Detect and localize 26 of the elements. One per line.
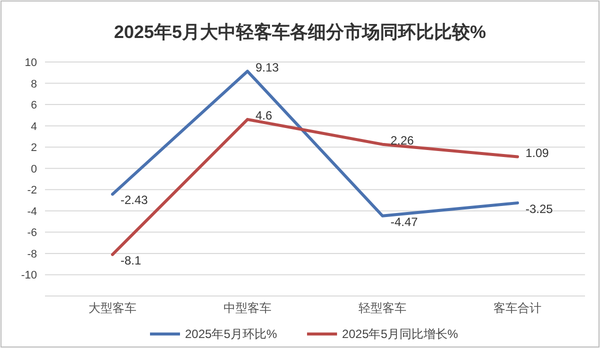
data-label: 1.09 — [526, 146, 550, 160]
y-tick-label: 0 — [30, 163, 37, 176]
data-label: 2.26 — [390, 133, 414, 148]
x-tick-label: 中型客车 — [224, 301, 272, 315]
x-tick-label: 大型客车 — [88, 301, 136, 315]
data-label: -2.43 — [120, 193, 148, 208]
y-tick-label: -8 — [27, 248, 37, 260]
y-tick-label: 8 — [30, 78, 37, 90]
y-tick-label: 6 — [30, 100, 37, 112]
y-tick-label: -6 — [27, 227, 37, 240]
data-label: -4.47 — [390, 214, 418, 229]
data-label: 4.6 — [256, 108, 273, 122]
data-label: 9.13 — [256, 60, 280, 74]
chart-title: 2025年5月大中轻客车各细分市场同环比比较% — [114, 22, 486, 42]
x-tick-label: 轻型客车 — [358, 301, 406, 315]
y-tick-label: -2 — [27, 184, 37, 197]
data-label: -8.1 — [120, 254, 142, 268]
legend-label: 2025年5月同比增长% — [342, 327, 458, 341]
x-tick-label: 客车合计 — [494, 301, 542, 315]
y-tick-label: -10 — [21, 270, 37, 282]
y-tick-label: 10 — [24, 57, 37, 69]
legend-label: 2025年5月环比% — [185, 327, 278, 341]
y-tick-label: 4 — [30, 120, 37, 133]
data-label: -3.25 — [526, 202, 554, 216]
y-tick-label: -4 — [27, 206, 37, 218]
y-tick-label: 2 — [30, 142, 37, 154]
